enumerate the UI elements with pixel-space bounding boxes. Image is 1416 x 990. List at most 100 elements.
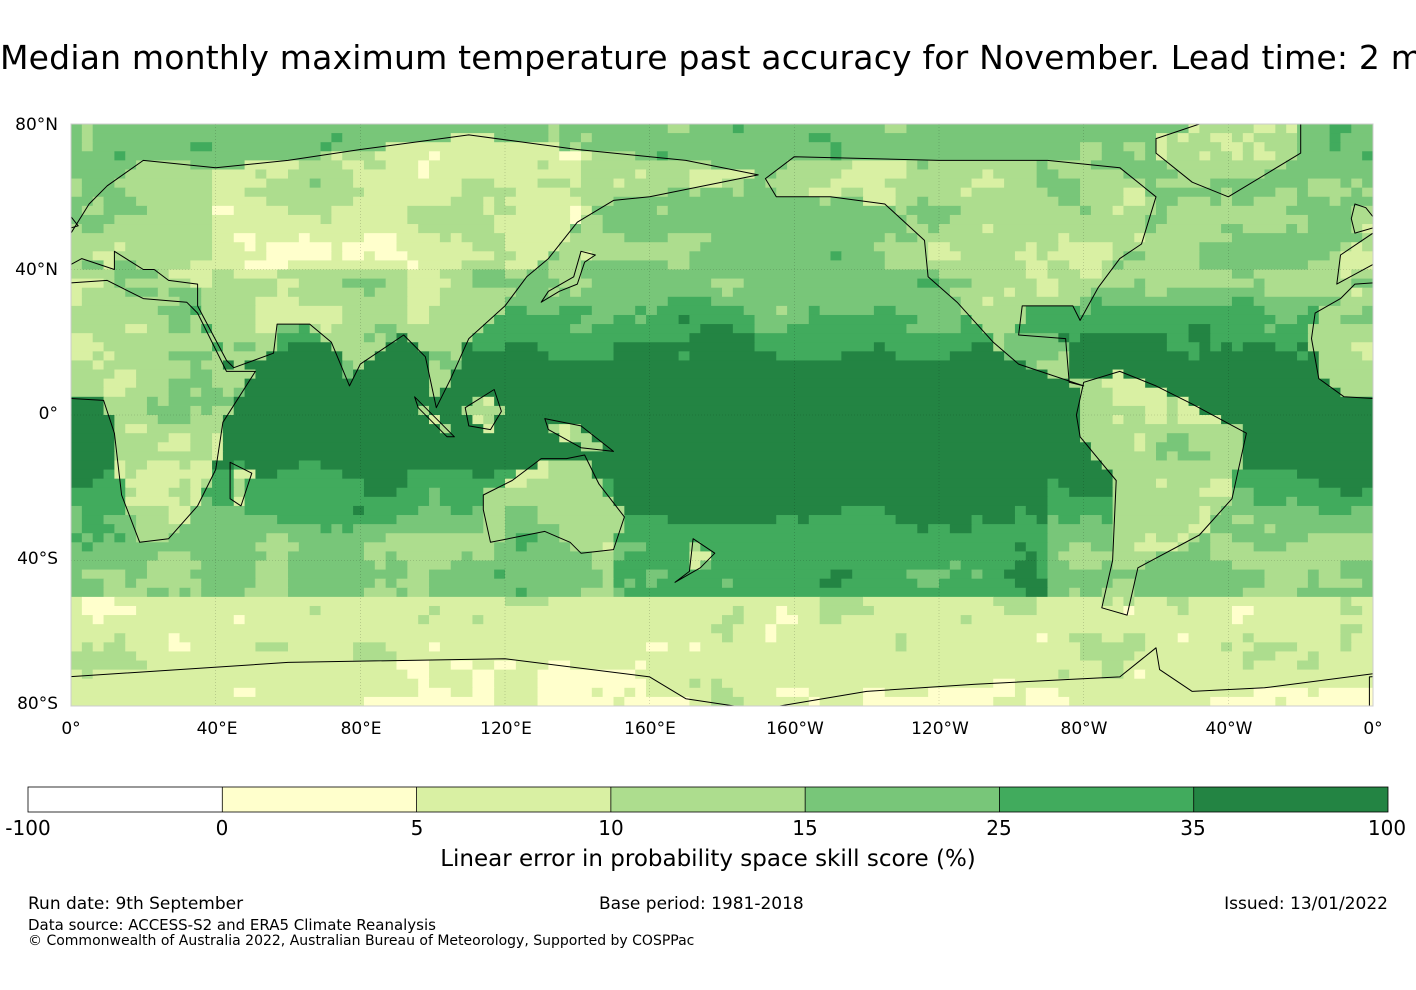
skill-cell (157, 287, 170, 298)
skill-cell (288, 578, 376, 589)
skill-cell (71, 324, 126, 334)
skill-cell (884, 260, 1027, 271)
skill-cell (114, 260, 137, 271)
skill-cell (515, 287, 549, 298)
skill-cell (385, 578, 398, 589)
skill-cell (1058, 478, 1114, 489)
skill-cell (255, 542, 300, 552)
skill-cell (689, 551, 712, 562)
skill-cell (1188, 433, 1244, 443)
skill-cell (483, 487, 604, 498)
skill-cell (429, 605, 441, 616)
skill-cell (439, 287, 517, 298)
skill-cell (1329, 378, 1373, 389)
skill-cell (1307, 305, 1320, 316)
coastline (764, 156, 1157, 387)
skill-cell (580, 260, 669, 271)
skill-cell (190, 442, 213, 452)
skill-cell (71, 360, 94, 371)
skill-cell (1210, 324, 1266, 334)
skill-cell (841, 142, 1081, 152)
skill-cell (1145, 533, 1157, 543)
skill-cell (689, 251, 832, 261)
skill-cell (288, 287, 365, 298)
skill-cell (580, 587, 615, 598)
skill-cell (1025, 551, 1038, 562)
skill-cell (201, 478, 213, 489)
skill-cell (1177, 542, 1190, 552)
skill-cell (1318, 314, 1342, 325)
skill-cell (418, 169, 430, 180)
skill-cell (103, 533, 115, 543)
skill-cell (754, 324, 788, 334)
skill-cell (787, 324, 908, 334)
lon-label-120e: 120°E (480, 719, 532, 739)
skill-cell (895, 205, 908, 216)
skill-cell (1166, 333, 1190, 343)
skill-cell (450, 378, 1070, 389)
skill-cell (515, 587, 528, 598)
coastline (674, 538, 716, 583)
skill-cell (266, 178, 311, 189)
skill-cell (1177, 196, 1211, 207)
skill-cell (1047, 533, 1114, 543)
skill-cell (190, 142, 213, 152)
skill-cell (1199, 124, 1255, 134)
skill-cell (1036, 515, 1049, 525)
skill-cell (1156, 196, 1179, 207)
skill-cell (1101, 142, 1125, 152)
skill-cell (1090, 287, 1146, 298)
skill-cell (505, 569, 604, 580)
lon-label-40w: 40°W (1205, 719, 1253, 739)
skill-cell (255, 369, 343, 380)
skill-cell (505, 233, 571, 243)
skill-cell (385, 160, 419, 171)
skill-cell (559, 124, 669, 134)
skill-cell (190, 642, 257, 653)
skill-cell (114, 351, 170, 362)
skill-cell (884, 342, 973, 352)
skill-cell (743, 178, 766, 189)
skill-cell (1351, 596, 1373, 607)
skill-cell (1188, 633, 1244, 643)
skill-cell (646, 660, 1103, 671)
skill-cell (1134, 433, 1146, 443)
skill-cell (71, 187, 83, 198)
skill-cell (797, 515, 810, 525)
skill-cell (1025, 305, 1081, 316)
skill-cell (1177, 451, 1211, 462)
skill-cell (461, 405, 506, 416)
skill-cell (429, 378, 452, 389)
skill-cell (1307, 224, 1352, 234)
skill-cell (1362, 151, 1373, 161)
skill-cell (1199, 242, 1342, 252)
skill-cell (656, 578, 723, 589)
skill-cell (309, 178, 322, 189)
skill-cell (939, 224, 983, 234)
skill-cell (331, 524, 343, 534)
skill-cell (255, 578, 289, 589)
skill-cell (808, 696, 821, 706)
skill-cell (320, 460, 539, 471)
skill-cell (960, 205, 1081, 216)
skill-cell (993, 296, 1081, 307)
skill-cell (700, 678, 712, 689)
skill-cell (439, 496, 484, 507)
skill-cell (1123, 205, 1157, 216)
skill-cell (613, 542, 647, 552)
colorbar-tick: 35 (1180, 816, 1206, 840)
skill-cell (689, 178, 723, 189)
skill-cell (179, 460, 191, 471)
skill-cell (320, 605, 430, 616)
skill-cell (635, 578, 647, 589)
skill-cell (1221, 142, 1244, 152)
skill-cell (1340, 269, 1352, 280)
skill-cell (1166, 596, 1190, 607)
skill-cell (711, 678, 723, 689)
skill-cell (146, 560, 202, 571)
skill-cell (1210, 196, 1222, 207)
skill-cell (1090, 296, 1103, 307)
skill-cell (81, 505, 126, 516)
skill-cell (1231, 560, 1342, 571)
skill-cell (1112, 415, 1125, 425)
